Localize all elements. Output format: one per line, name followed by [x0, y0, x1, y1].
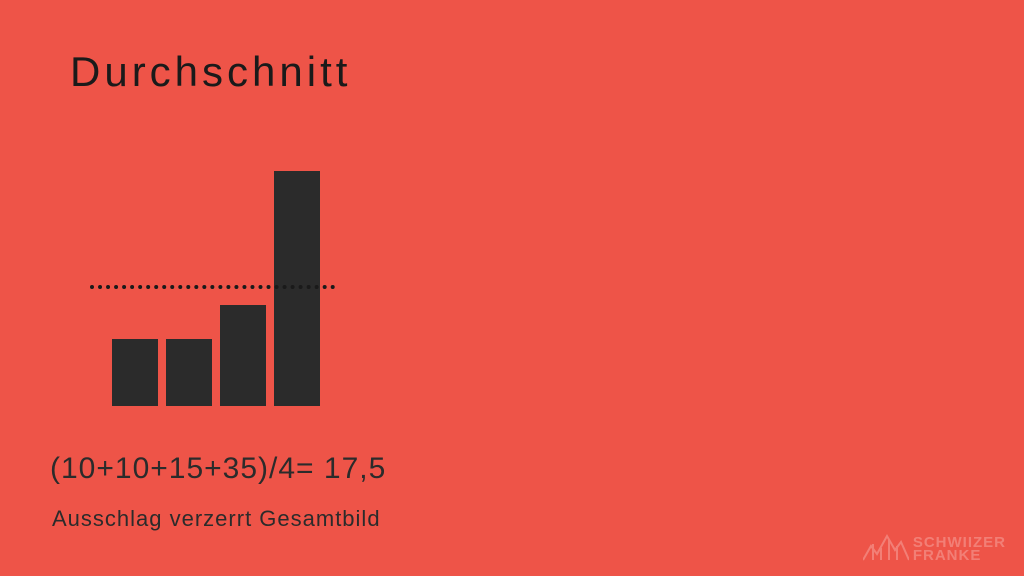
panel-durchschnitt: Durchschnitt (10+10+15+35)/4= 17,5 Aussc… — [0, 0, 512, 576]
panel-median: Median (10+15)/2= 12,5 — [512, 0, 1024, 576]
bar — [274, 171, 320, 406]
mean-line — [90, 285, 335, 289]
watermark-logo: Schwiizer franke — [863, 532, 1006, 562]
bar-chart-durchschnitt — [112, 171, 320, 406]
formula-durchschnitt: (10+10+15+35)/4= 17,5 — [50, 452, 386, 486]
bar — [112, 339, 158, 406]
bar — [220, 305, 266, 406]
mountain-icon — [863, 532, 909, 562]
logo-text: Schwiizer franke — [913, 536, 1006, 562]
bar — [166, 339, 212, 406]
title-durchschnitt: Durchschnitt — [70, 48, 351, 96]
note-durchschnitt: Ausschlag verzerrt Gesamtbild — [52, 506, 381, 532]
